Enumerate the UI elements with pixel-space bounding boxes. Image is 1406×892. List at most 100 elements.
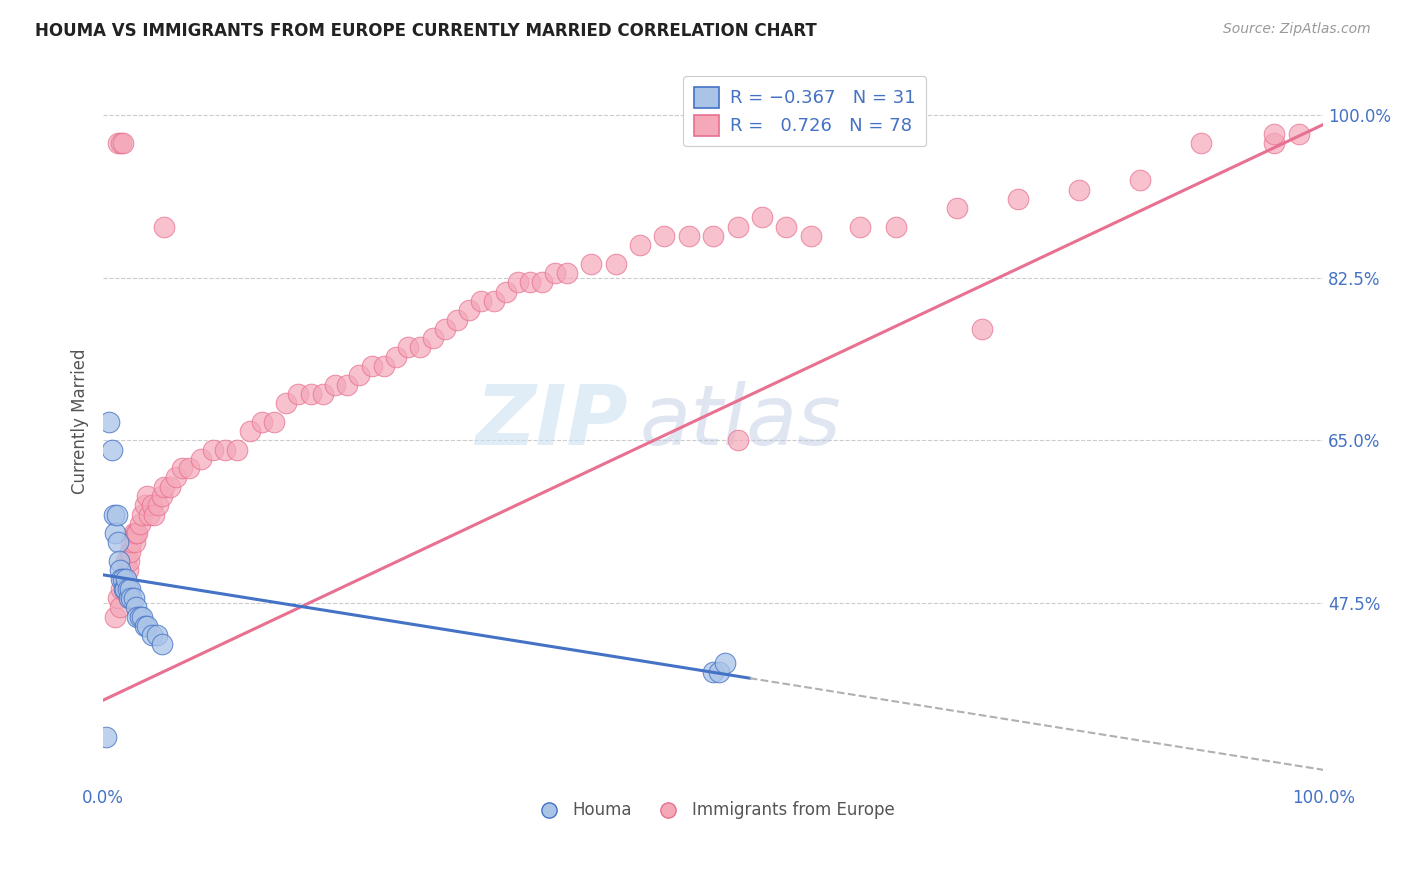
Point xyxy=(115,573,138,587)
Point xyxy=(884,219,907,234)
Point xyxy=(114,582,136,596)
Point xyxy=(120,591,142,605)
Point xyxy=(250,415,273,429)
Point xyxy=(702,665,724,680)
Point xyxy=(226,442,249,457)
Point xyxy=(775,219,797,234)
Point xyxy=(146,498,169,512)
Point xyxy=(652,229,675,244)
Point xyxy=(117,563,139,577)
Point xyxy=(118,582,141,596)
Point xyxy=(100,442,122,457)
Point xyxy=(108,600,131,615)
Point xyxy=(118,554,141,568)
Point xyxy=(150,489,173,503)
Point xyxy=(276,396,298,410)
Point xyxy=(122,526,145,541)
Point xyxy=(1129,173,1152,187)
Point xyxy=(153,480,176,494)
Point xyxy=(482,293,505,308)
Point xyxy=(373,359,395,373)
Point xyxy=(1288,127,1310,141)
Point xyxy=(117,582,139,596)
Point xyxy=(128,516,150,531)
Point xyxy=(112,582,135,596)
Point xyxy=(120,535,142,549)
Point xyxy=(134,498,156,512)
Point xyxy=(555,266,578,280)
Point xyxy=(714,656,737,670)
Point xyxy=(150,638,173,652)
Point xyxy=(136,619,159,633)
Point xyxy=(299,386,322,401)
Point xyxy=(446,312,468,326)
Point xyxy=(98,415,121,429)
Point xyxy=(579,257,602,271)
Point xyxy=(1263,136,1285,150)
Point xyxy=(1263,127,1285,141)
Point xyxy=(138,508,160,522)
Point xyxy=(848,219,870,234)
Point xyxy=(458,303,481,318)
Point xyxy=(165,470,187,484)
Point xyxy=(134,619,156,633)
Point xyxy=(238,424,260,438)
Point xyxy=(122,591,145,605)
Point xyxy=(628,238,651,252)
Point xyxy=(114,573,136,587)
Point xyxy=(124,535,146,549)
Point xyxy=(709,665,731,680)
Point xyxy=(159,480,181,494)
Point xyxy=(1189,136,1212,150)
Point xyxy=(118,544,141,558)
Point xyxy=(172,461,194,475)
Point xyxy=(127,526,149,541)
Point xyxy=(506,276,529,290)
Point xyxy=(111,573,134,587)
Point xyxy=(605,257,627,271)
Point xyxy=(385,350,408,364)
Point xyxy=(349,368,371,383)
Point xyxy=(678,229,700,244)
Point xyxy=(263,415,285,429)
Point xyxy=(177,461,200,475)
Point xyxy=(1069,183,1091,197)
Point xyxy=(125,600,148,615)
Point xyxy=(800,229,823,244)
Point xyxy=(153,219,176,234)
Y-axis label: Currently Married: Currently Married xyxy=(72,349,89,494)
Point xyxy=(131,508,153,522)
Point xyxy=(143,508,166,522)
Point xyxy=(396,340,419,354)
Point xyxy=(433,322,456,336)
Point xyxy=(141,628,163,642)
Point xyxy=(146,628,169,642)
Point xyxy=(360,359,382,373)
Point xyxy=(312,386,335,401)
Point xyxy=(751,211,773,225)
Point xyxy=(131,609,153,624)
Point xyxy=(110,136,132,150)
Text: Source: ZipAtlas.com: Source: ZipAtlas.com xyxy=(1223,22,1371,37)
Point xyxy=(1007,192,1029,206)
Point xyxy=(111,573,134,587)
Point xyxy=(103,508,125,522)
Point xyxy=(201,442,224,457)
Point xyxy=(531,276,554,290)
Point xyxy=(287,386,309,401)
Point xyxy=(111,136,134,150)
Point xyxy=(702,229,724,244)
Point xyxy=(470,293,492,308)
Point xyxy=(970,322,993,336)
Point xyxy=(136,489,159,503)
Text: ZIP: ZIP xyxy=(475,381,627,462)
Point xyxy=(115,554,138,568)
Point xyxy=(107,136,129,150)
Point xyxy=(128,609,150,624)
Point xyxy=(105,508,128,522)
Legend: Houma, Immigrants from Europe: Houma, Immigrants from Europe xyxy=(526,795,901,826)
Point xyxy=(190,451,212,466)
Point xyxy=(110,573,132,587)
Point xyxy=(409,340,432,354)
Point xyxy=(107,535,129,549)
